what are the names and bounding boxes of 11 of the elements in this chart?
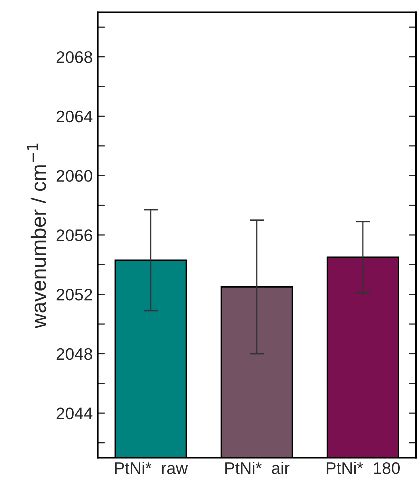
x-tick-label: PtNi* 180 <box>326 462 400 474</box>
y-axis-title: wavenumber / cm$^{−1}$ <box>27 144 46 329</box>
y-tick-label: 2048 <box>56 348 92 360</box>
y-tick-label: 2056 <box>56 230 92 242</box>
x-tick-label: PtNi* raw <box>115 462 188 474</box>
y-tick-label: 2068 <box>56 51 92 64</box>
y-tick-label: 2060 <box>56 170 92 182</box>
y-tick-label: 2064 <box>56 110 93 123</box>
x-tick-label: PtNi* air <box>226 462 290 474</box>
y-tick-label: 2044 <box>56 408 93 420</box>
y-tick-label: 2052 <box>56 289 92 301</box>
